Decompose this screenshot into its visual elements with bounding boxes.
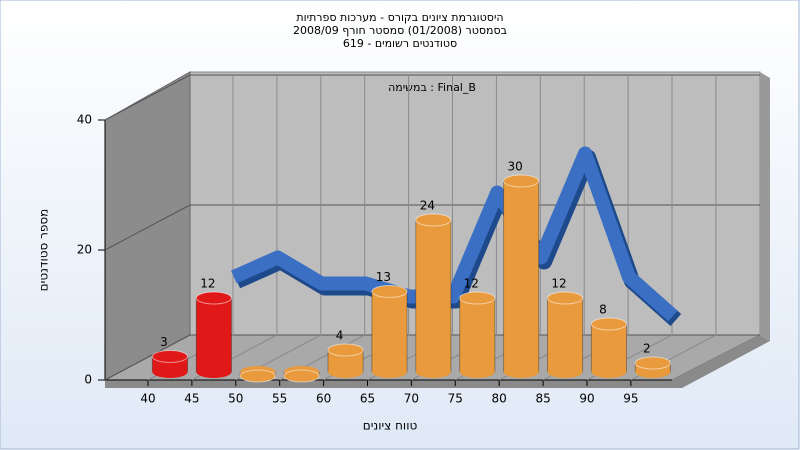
bar-top — [634, 356, 671, 370]
data-label: 8 — [599, 303, 607, 317]
x-tick-label: 95 — [623, 392, 638, 406]
x-tick-label: 40 — [140, 392, 155, 406]
data-label: 12 — [200, 277, 215, 291]
bar-top — [546, 291, 584, 305]
bar-base — [635, 366, 671, 378]
bar-top — [371, 285, 408, 298]
subtitle: במשימה : Final_B — [388, 81, 476, 94]
bar-base — [459, 366, 495, 378]
bar-base — [503, 366, 539, 378]
bar — [459, 297, 496, 373]
bar — [503, 180, 540, 373]
bar-base — [196, 366, 232, 378]
bar — [590, 323, 628, 373]
data-label: 2 — [643, 342, 651, 356]
bar — [195, 297, 232, 373]
x-tick-label: 70 — [404, 392, 419, 406]
data-label: 13 — [376, 270, 391, 284]
bar-top — [239, 369, 276, 383]
y-axis-label: מספר סטודנטים — [37, 209, 51, 292]
bar — [371, 291, 408, 373]
data-label: 12 — [551, 277, 566, 291]
bar-top — [503, 174, 540, 188]
title-line: סטודנטים רשומים - 619 — [343, 37, 457, 50]
bar-top — [151, 350, 189, 363]
x-tick-label: 50 — [228, 392, 243, 406]
bar-base — [371, 366, 408, 378]
y-tick-label: 0 — [84, 373, 92, 387]
x-tick-label: 60 — [316, 392, 331, 406]
data-label: 30 — [508, 160, 523, 174]
grid-line — [104, 74, 191, 121]
bar-top — [327, 343, 364, 357]
x-axis-label: טווח ציונים — [363, 419, 418, 433]
title-line: היסטוגרמת ציונים בקורס - מערכות ספרתיות — [296, 11, 503, 24]
bar — [546, 297, 584, 373]
bar-top — [459, 291, 496, 305]
y-tick-label: 20 — [77, 243, 92, 257]
bar-top — [283, 369, 320, 383]
curve — [231, 146, 678, 322]
bar-top — [415, 213, 452, 227]
bar-base — [415, 366, 451, 378]
x-tick-label: 90 — [579, 392, 594, 406]
x-tick-label: 45 — [184, 392, 199, 406]
bar-top — [590, 317, 628, 331]
bar-base — [327, 366, 364, 378]
bar-top — [195, 291, 232, 305]
data-label: 4 — [336, 329, 344, 343]
x-tick-label: 75 — [448, 392, 463, 406]
y-tick-label: 40 — [77, 113, 92, 127]
x-tick-label: 80 — [492, 392, 507, 406]
title-line: בסמסטר (01/2008) סמסטר חורף 2008/09 — [293, 24, 507, 37]
bar-base — [591, 366, 627, 378]
wall-edge — [760, 72, 770, 341]
x-tick-label: 55 — [272, 392, 287, 406]
side-wall — [104, 71, 191, 381]
grid-line — [104, 334, 191, 381]
data-label: 3 — [160, 335, 168, 349]
bar-base — [547, 366, 583, 378]
floor-edge — [105, 335, 770, 388]
x-tick-label: 85 — [535, 392, 550, 406]
data-label: 24 — [420, 199, 435, 213]
grid-line — [104, 204, 191, 251]
bar — [415, 219, 452, 373]
data-label: 12 — [464, 277, 479, 291]
bar-base — [152, 366, 188, 378]
x-tick-label: 65 — [360, 392, 375, 406]
